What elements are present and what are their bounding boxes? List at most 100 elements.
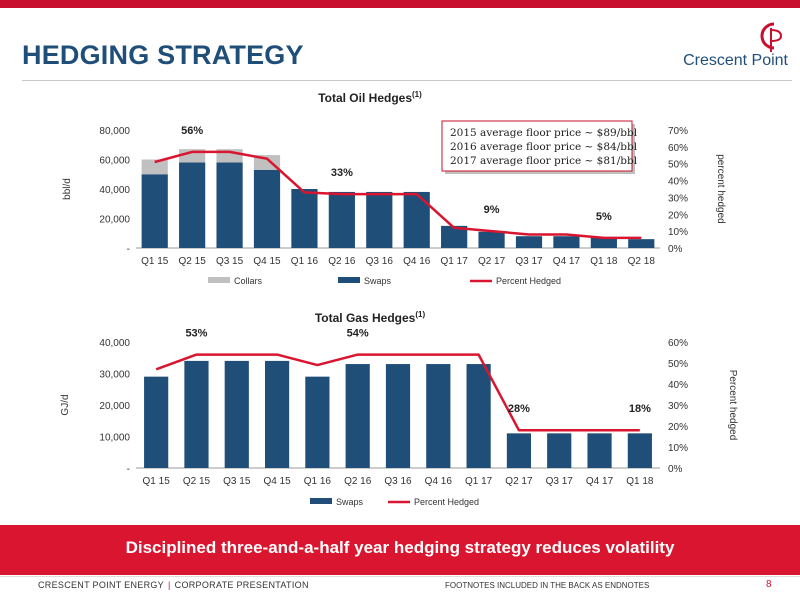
oil-note-box: [441, 120, 633, 172]
oil-x-tick-label: Q4 16: [403, 256, 431, 267]
gas-bar-swaps: [506, 433, 532, 468]
oil-y2-tick-label: 20%: [668, 210, 688, 221]
gas-y2-axis-label: Percent hedged: [727, 370, 738, 441]
footer-endnotes-note: FOOTNOTES INCLUDED IN THE BACK AS ENDNOT…: [445, 581, 650, 590]
gas-y2-tick-label: 20%: [668, 422, 688, 433]
oil-y2-tick-label: 10%: [668, 227, 688, 238]
oil-bar-swaps: [366, 191, 393, 248]
oil-data-label: 9%: [484, 204, 500, 216]
footer-deck-name: CORPORATE PRESENTATION: [174, 580, 309, 590]
oil-y-tick-label: 20,000: [99, 215, 130, 226]
oil-bar-swaps: [328, 191, 355, 248]
gas-bar-swaps: [305, 376, 330, 468]
gas-x-tick-label: Q2 16: [344, 476, 372, 487]
oil-legend-swatch: [338, 277, 360, 283]
gas-y2-tick-label: 30%: [668, 401, 688, 412]
oil-bar-swaps: [253, 169, 281, 248]
oil-x-tick-label: Q1 16: [291, 256, 319, 267]
oil-bar-swaps: [441, 225, 468, 248]
oil-bar-swaps: [553, 236, 580, 248]
gas-x-tick-label: Q2 15: [183, 476, 211, 487]
gas-x-tick-label: Q3 16: [384, 476, 412, 487]
gas-legend-swatch: [310, 498, 332, 504]
company-logo: Crescent Point: [660, 18, 790, 78]
gas-chart-title: Total Gas Hedges(1): [315, 310, 426, 325]
logo-text: Crescent Point: [683, 52, 788, 69]
gas-bar-swaps: [264, 360, 290, 468]
top-accent-bar: [0, 0, 800, 8]
gas-y-tick-label: 10,000: [99, 433, 130, 444]
gas-x-tick-label: Q3 15: [223, 476, 251, 487]
oil-y2-tick-label: 70%: [668, 126, 688, 137]
gas-x-tick-label: Q4 16: [425, 476, 453, 487]
banner-text: Disciplined three-and-a-half year hedgin…: [125, 538, 675, 557]
footer-company-name: CRESCENT POINT ENERGY: [38, 580, 164, 590]
gas-y-tick-label: 30,000: [99, 370, 130, 381]
oil-x-tick-label: Q4 17: [553, 256, 581, 267]
oil-legend-swatch: [208, 277, 230, 283]
oil-y2-tick-label: 0%: [668, 244, 683, 255]
oil-bar-swaps: [515, 236, 543, 248]
gas-bar-swaps: [466, 364, 491, 468]
gas-x-tick-label: Q4 17: [586, 476, 614, 487]
oil-y2-tick-label: 40%: [668, 177, 688, 188]
gas-x-tick-label: Q1 16: [304, 476, 332, 487]
oil-chart-title: Total Oil Hedges(1): [318, 90, 422, 105]
oil-legend-label: Percent Hedged: [496, 276, 561, 286]
gas-hedges-svg: Total Gas Hedges(1) - 10,000 20,000 30,000 40…: [60, 310, 738, 507]
gas-bar-swaps: [184, 360, 209, 468]
gas-bar-swaps: [547, 433, 572, 468]
gas-x-tick-label: Q1 17: [465, 476, 493, 487]
footer-company: CRESCENT POINT ENERGY | CORPORATE PRESENTA…: [38, 580, 309, 590]
gas-legend-label: Swaps: [336, 497, 364, 507]
oil-data-label: 56%: [181, 125, 203, 137]
oil-legend-label: Collars: [234, 276, 263, 286]
gas-x-tick-label: Q1 18: [626, 476, 654, 487]
oil-x-tick-label: Q2 17: [478, 256, 506, 267]
gas-x-tick-label: Q2 17: [505, 476, 533, 487]
oil-y-tick-label: 40,000: [99, 185, 130, 196]
oil-bar-swaps: [478, 231, 505, 248]
oil-x-tick-label: Q3 16: [366, 256, 394, 267]
oil-percent-hedged-line: [154, 150, 642, 240]
gas-y-tick-label: -: [127, 464, 130, 475]
oil-bar-swaps: [590, 237, 617, 248]
gas-x-tick-label: Q3 17: [546, 476, 574, 487]
oil-y-tick-label: 60,000: [99, 156, 130, 167]
gas-bar-swaps: [144, 376, 169, 468]
page-number: 8: [766, 579, 772, 590]
oil-hedges-chart: Total Oil Hedges(1) - 20,000 40,000 60,000 80…: [0, 84, 800, 294]
gas-y2-tick-label: 0%: [668, 464, 683, 475]
gas-y-tick-label: 20,000: [99, 401, 130, 412]
gas-y2-tick-label: 10%: [668, 443, 688, 454]
gas-data-label: 18%: [629, 403, 651, 415]
oil-legend-label: Swaps: [364, 276, 392, 286]
oil-x-tick-label: Q2 18: [628, 256, 656, 267]
oil-note-line: 2015 average floor price ~ $89/bbl: [450, 127, 638, 139]
oil-y2-tick-label: 30%: [668, 193, 688, 204]
oil-y-tick-label: 80,000: [99, 126, 130, 137]
oil-y2-axis-label: percent hedged: [715, 154, 726, 224]
gas-bar-swaps: [345, 364, 370, 468]
gas-bar-swaps: [426, 364, 451, 468]
gas-data-label: 28%: [508, 403, 530, 415]
oil-bar-swaps: [628, 239, 655, 248]
oil-y2-tick-label: 50%: [668, 160, 688, 171]
gas-hedges-chart: Total Gas Hedges(1) - 10,000 20,000 30,000 40…: [0, 300, 800, 520]
gas-x-tick-label: Q4 15: [263, 476, 291, 487]
oil-note-line: 2016 average floor price ~ $84/bbl: [450, 141, 638, 153]
footer-separator: |: [168, 580, 171, 590]
gas-y2-tick-label: 60%: [668, 338, 688, 349]
gas-legend-label: Percent Hedged: [414, 497, 479, 507]
gas-bar-swaps: [224, 360, 249, 468]
footer-divider: [0, 576, 800, 577]
oil-bar-collars: [141, 159, 168, 175]
gas-bar-swaps: [385, 364, 411, 468]
oil-x-tick-label: Q2 15: [179, 256, 207, 267]
gas-y2-tick-label: 50%: [668, 359, 688, 370]
gas-bar-swaps: [627, 433, 652, 468]
oil-data-label: 33%: [331, 167, 353, 179]
oil-x-tick-label: Q1 15: [141, 256, 169, 267]
gas-y-tick-label: 40,000: [99, 338, 130, 349]
oil-bar-swaps: [179, 162, 206, 248]
